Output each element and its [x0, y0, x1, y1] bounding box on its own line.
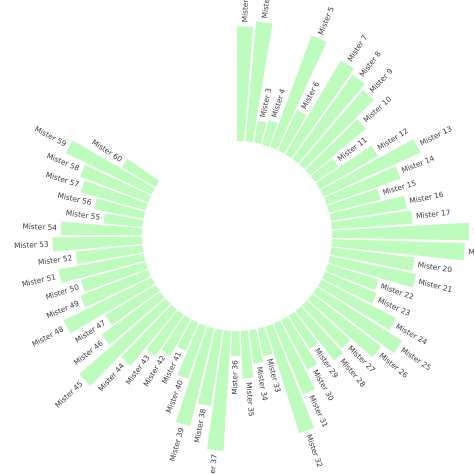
bar-14 [323, 166, 401, 205]
bar-label-21: Mister 21 [418, 277, 454, 294]
bar-label-36: Mister 36 [230, 360, 239, 395]
bar-11 [310, 158, 339, 183]
bar-26 [307, 293, 382, 358]
bar-57 [80, 180, 148, 211]
bar-38 [198, 328, 223, 407]
bar-56 [94, 198, 146, 219]
bar-label-35: Mister 35 [244, 382, 256, 417]
bar-7 [285, 60, 355, 159]
bar-17 [330, 210, 413, 230]
bar-label-52: Mister 52 [37, 253, 72, 267]
bar-44 [121, 304, 177, 366]
bar-label-34: Mister 34 [255, 366, 270, 402]
bar-30 [281, 316, 318, 370]
bar-13 [320, 138, 421, 197]
bar-18 [331, 222, 470, 241]
bar-label-53: Mister 53 [14, 240, 49, 251]
bar-29 [288, 311, 319, 349]
bar-46 [101, 291, 165, 345]
bar-label-9: Mister 9 [368, 66, 395, 94]
bar-label-37: Mister 37 [206, 453, 218, 474]
bar-31 [273, 320, 316, 395]
bar-label-48: Mister 48 [30, 324, 65, 348]
bar-42 [161, 315, 191, 356]
bar-label-32: Mister 32 [304, 433, 324, 469]
bar-34 [249, 329, 264, 364]
bars-layer [52, 21, 470, 451]
bar-54 [60, 221, 143, 236]
bar-label-55: Mister 55 [65, 208, 101, 222]
bar-1 [237, 26, 254, 142]
bar-label-13: Mister 13 [418, 124, 453, 148]
bar-40 [177, 323, 207, 379]
bar-25 [313, 286, 403, 354]
bar-35 [240, 330, 254, 379]
bar-16 [329, 195, 407, 221]
bar-label-39: Mister 39 [168, 426, 186, 462]
bar-label-59: Mister 59 [33, 124, 68, 148]
bar-label-17: Mister 17 [416, 208, 452, 221]
bar-20 [330, 247, 415, 272]
bar-4 [262, 120, 278, 147]
bar-60 [121, 158, 160, 188]
bar-45 [79, 298, 171, 386]
bar-49 [80, 269, 152, 308]
bar-50 [80, 261, 148, 292]
bar-15 [327, 188, 381, 213]
bar-label-57: Mister 57 [45, 170, 81, 189]
bar-label-19: Mister 19 [468, 247, 474, 258]
bar-label-38: Mister 38 [192, 408, 207, 444]
bar-label-8: Mister 8 [357, 49, 383, 78]
bar-27 [301, 300, 351, 349]
bar-label-54: Mister 54 [22, 222, 57, 233]
bar-label-45: Mister 45 [53, 379, 84, 409]
bar-33 [257, 326, 273, 357]
bar-59 [65, 140, 155, 195]
bar-label-20: Mister 20 [417, 260, 453, 274]
bar-8 [292, 74, 365, 164]
bar-22 [325, 263, 379, 291]
bar-41 [177, 319, 199, 351]
bar-32 [265, 324, 315, 434]
bar-label-5: Mister 5 [316, 5, 336, 36]
bar-label-2: Mister 2 [260, 0, 273, 19]
bar-58 [80, 164, 151, 203]
bar-39 [175, 326, 215, 427]
bar-label-51: Mister 51 [21, 272, 57, 288]
bar-21 [328, 255, 417, 288]
bar-52 [75, 245, 144, 264]
bar-label-7: Mister 7 [346, 33, 370, 63]
bar-55 [103, 213, 144, 228]
bar-10 [305, 119, 367, 176]
bar-23 [321, 271, 377, 304]
bar-19 [331, 238, 465, 261]
bar-24 [317, 279, 397, 331]
bar-3 [253, 120, 267, 145]
bar-47 [105, 284, 160, 326]
bar-label-41: Mister 41 [160, 350, 183, 385]
bar-37 [207, 330, 232, 451]
bar-5 [270, 35, 327, 150]
bar-36 [230, 330, 241, 357]
bar-43 [146, 310, 184, 357]
bar-label-16: Mister 16 [409, 190, 445, 206]
bar-12 [315, 145, 379, 190]
bar-51 [58, 253, 146, 284]
bar-48 [63, 277, 155, 334]
bar-label-1: Mister 1 [240, 0, 250, 23]
bar-28 [295, 306, 344, 361]
bar-6 [277, 109, 307, 154]
bar-2 [245, 21, 273, 143]
bar-9 [299, 89, 374, 170]
bar-53 [52, 236, 143, 252]
